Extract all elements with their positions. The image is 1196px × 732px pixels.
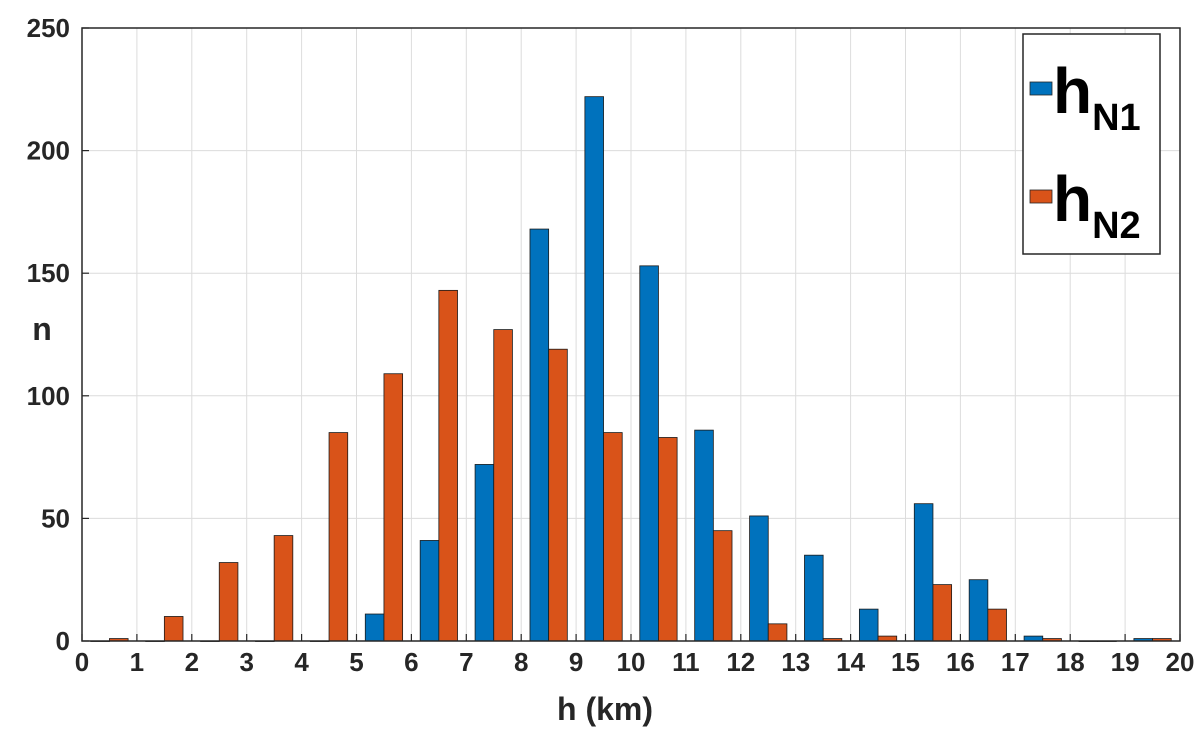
x-tick-label: 4 [294,647,309,677]
x-tick-label: 0 [75,647,89,677]
x-tick-label: 13 [781,647,810,677]
bar-hn2-3 [273,535,294,642]
bar-hn2-11 [712,530,733,642]
bar-hn2-5 [383,373,404,642]
axes [81,27,1181,642]
x-tick-label: 20 [1166,647,1195,677]
plot-frame [81,27,1181,642]
y-tick-label: 50 [41,503,70,533]
bar-hn1-14 [858,608,879,642]
y-tick-labels: 0 50 100 150 200 250 [27,13,70,656]
bar-hn1-11 [694,429,714,642]
bar-hn1-12 [749,515,769,642]
x-tick-label: 19 [1111,647,1140,677]
legend: hN1 hN2 [1022,33,1161,255]
legend-swatch-hn2 [1029,189,1053,204]
bar-hn2-16 [987,608,1007,642]
y-tick-label: 0 [56,626,70,656]
y-tick-label: 150 [27,258,70,288]
bar-hn2-10 [658,437,678,642]
bar-hn2-8 [548,348,568,642]
x-tick-label: 11 [672,647,700,677]
legend-entry-hn2-sub: N2 [1092,205,1141,247]
legend-entry-hn1: hN1 [1053,55,1141,139]
x-tick-label: 10 [617,647,646,677]
x-tick-label: 18 [1056,647,1085,677]
bars [90,96,1172,642]
bar-hn2-2 [218,562,239,642]
x-tick-label: 15 [891,647,920,677]
bar-hn1-15 [913,503,934,642]
bar-hn1-16 [968,579,989,642]
bar-hn1-10 [639,265,659,642]
bar-hn1-13 [804,554,824,642]
bar-hn2-12 [767,623,788,642]
legend-entry-hn1-main: h [1053,55,1092,127]
grid-lines [81,27,1181,642]
legend-box [1022,33,1161,255]
bar-hn1-5 [364,613,385,642]
x-tick-label: 3 [239,647,253,677]
bar-hn1-6 [419,540,440,642]
x-tick-labels: 0 1 2 3 4 5 6 7 8 9 10 11 12 13 14 15 16 17 18 19 20 [75,647,1195,677]
x-tick-label: 6 [404,647,418,677]
y-tick-label: 250 [27,13,70,43]
x-tick-label: 12 [726,647,755,677]
bar-hn1-8 [529,228,550,642]
legend-swatch-hn1 [1029,81,1053,96]
legend-entry-hn2: hN2 [1053,163,1141,247]
x-axis-label: h (km) [557,691,653,727]
bar-hn2-15 [932,584,953,642]
x-tick-label: 1 [130,647,144,677]
x-tick-label: 8 [514,647,528,677]
x-tick-label: 17 [1001,647,1030,677]
x-tick-label: 9 [569,647,583,677]
bar-hn2-1 [163,616,184,642]
bar-hn2-9 [603,432,623,642]
legend-entry-hn1-sub: N1 [1092,97,1141,139]
x-tick-label: 14 [836,647,865,677]
y-tick-label: 100 [27,381,70,411]
x-tick-label: 7 [459,647,473,677]
y-tick-label: 200 [27,136,70,166]
y-axis-label: n [32,311,52,347]
x-tick-label: 2 [185,647,199,677]
bar-hn2-6 [438,289,458,642]
bar-hn2-7 [493,329,513,642]
x-tick-label: 5 [349,647,363,677]
bar-hn1-7 [474,464,495,642]
bar-hn1-9 [584,96,604,642]
x-tick-label: 16 [946,647,975,677]
legend-entry-hn2-main: h [1053,163,1092,235]
bar-hn2-4 [328,432,349,642]
